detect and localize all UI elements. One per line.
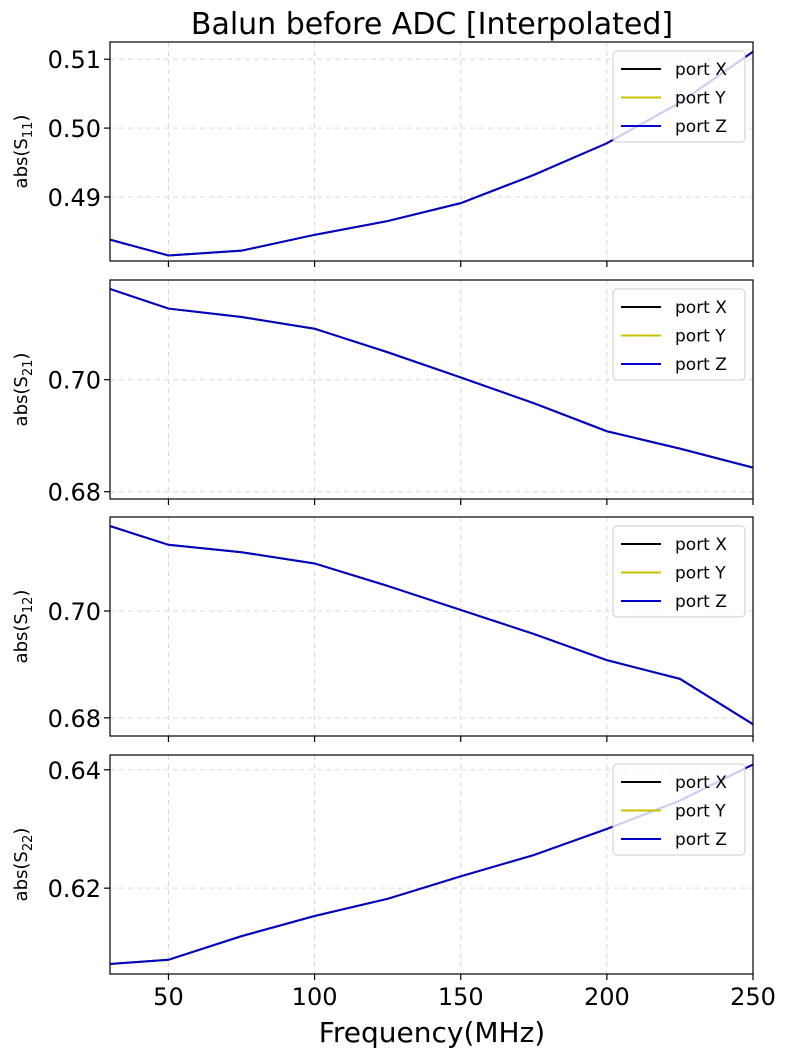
legend-label: port Y [675, 802, 726, 822]
legend-label: port Y [675, 89, 726, 109]
legend-box [612, 763, 746, 856]
chart-title: Balun before ADC [Interpolated] [191, 7, 673, 42]
legend-label: port Z [675, 830, 727, 850]
axes-frame [109, 516, 754, 737]
x-tick-label: 100 [292, 983, 338, 1011]
y-tick-label: 0.68 [48, 479, 101, 507]
y-axis-label: abs(S21) [11, 353, 36, 427]
legend-label: port X [675, 773, 727, 793]
axes-frame [109, 754, 754, 975]
legend: port X port Y port Z [612, 525, 746, 618]
legend-label: port X [675, 298, 727, 318]
y-tick-label: 0.50 [48, 115, 101, 143]
subplot-2: 0.68 0.70 abs(S21) port X port Y port Z [11, 279, 754, 507]
series-line-port-z [109, 525, 754, 726]
legend: port X port Y port Z [612, 288, 746, 381]
y-tick-label: 0.70 [48, 367, 101, 395]
series-line-port-z [109, 288, 754, 469]
legend: port X port Y port Z [612, 763, 746, 856]
axes-frame [109, 279, 754, 500]
subplot-3: 0.68 0.70 abs(S12) port X port Y port Z [11, 516, 754, 742]
x-tick-label: 200 [584, 983, 630, 1011]
y-tick-label: 0.49 [48, 184, 101, 212]
y-axis-label: abs(S12) [11, 590, 36, 664]
legend-label: port X [675, 535, 727, 555]
x-tick-label: 150 [438, 983, 484, 1011]
legend-label: port Y [675, 564, 726, 584]
legend-label: port Y [675, 327, 726, 347]
legend-box [612, 50, 746, 143]
y-axis-label: abs(S22) [11, 828, 36, 902]
y-tick-label: 0.62 [48, 875, 101, 903]
y-axis-label: abs(S11) [11, 115, 36, 189]
legend-box [612, 525, 746, 618]
subplot-1: 0.49 0.50 0.51 abs(S11) port X port Y port Z [11, 41, 754, 267]
x-axis-label: Frequency(MHz) [319, 1016, 545, 1049]
x-tick-label: 50 [153, 983, 184, 1011]
y-tick-label: 0.68 [48, 705, 101, 733]
x-tick-label: 250 [730, 983, 776, 1011]
y-tick-label: 0.64 [48, 757, 101, 785]
legend-label: port Z [675, 592, 727, 612]
legend-label: port Z [675, 355, 727, 375]
legend-label: port X [675, 60, 727, 80]
axes-frame [109, 41, 754, 262]
y-tick-label: 0.70 [48, 598, 101, 626]
legend-box [612, 288, 746, 381]
legend-label: port Z [675, 117, 727, 137]
y-tick-label: 0.51 [48, 46, 101, 74]
legend: port X port Y port Z [612, 50, 746, 143]
